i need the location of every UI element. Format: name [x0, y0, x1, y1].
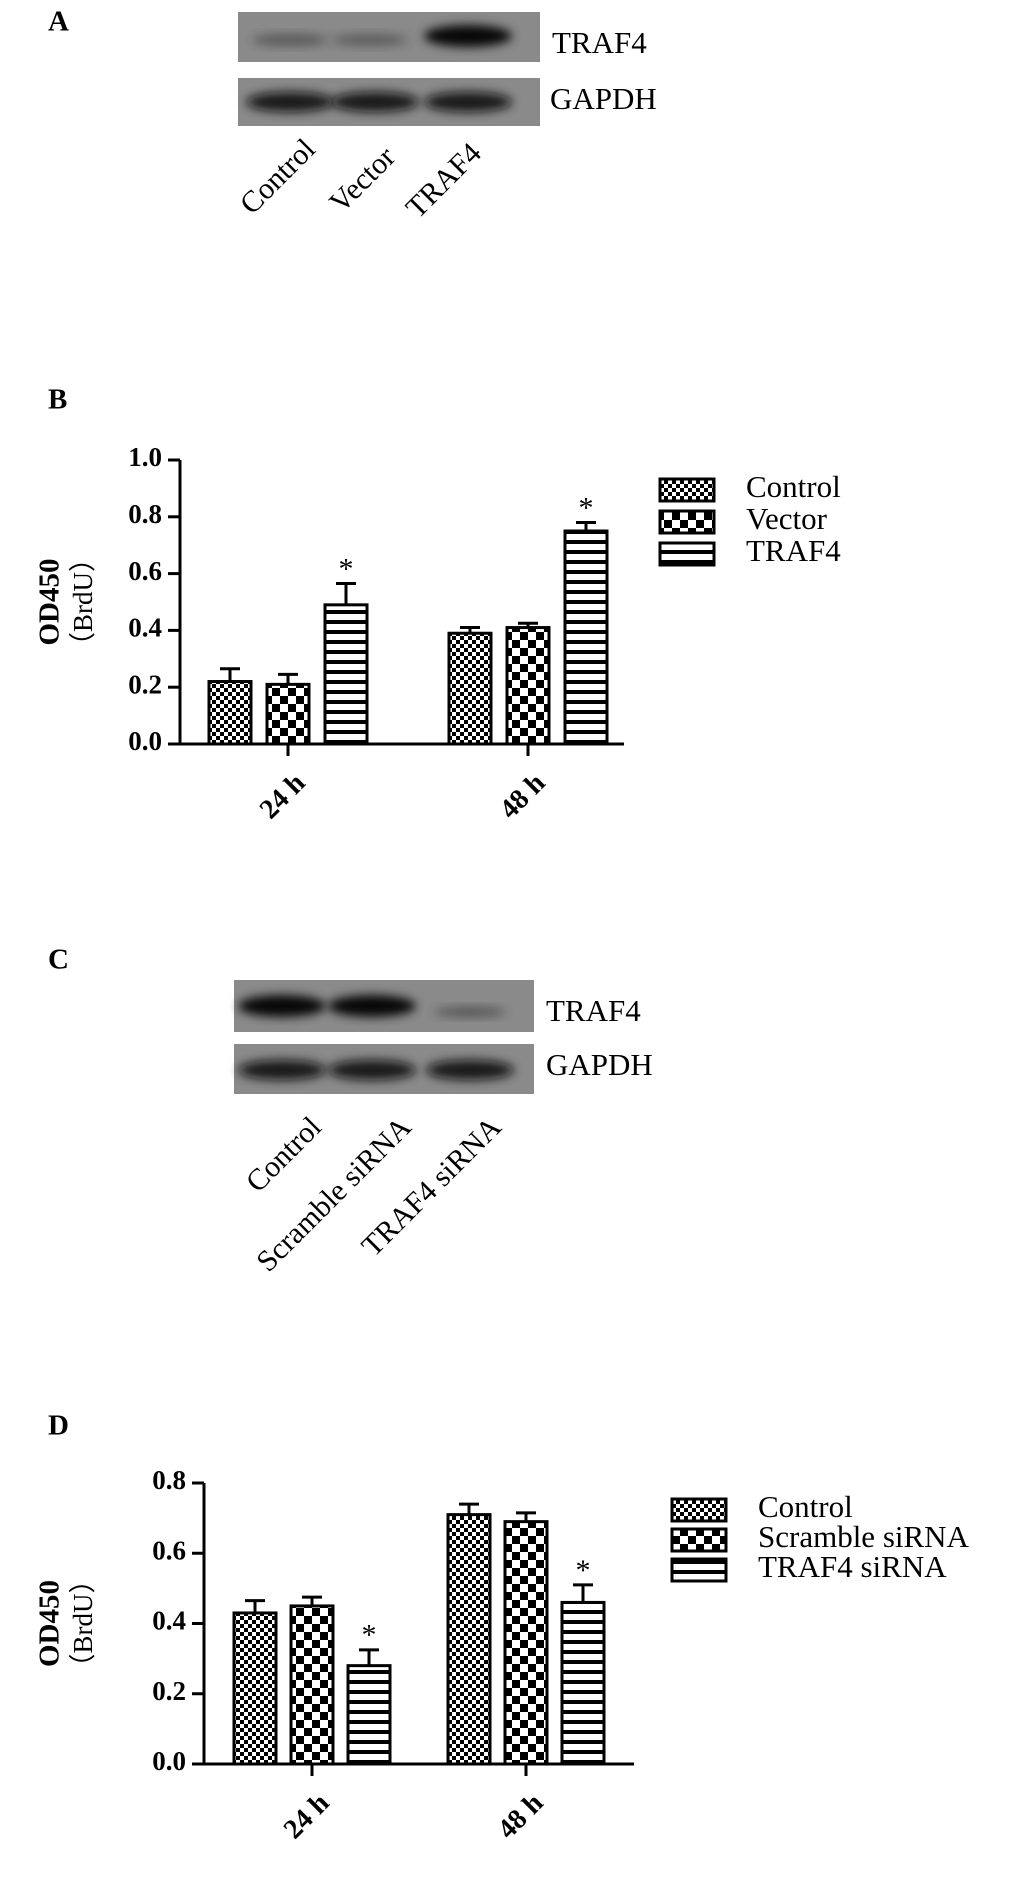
legend-label: Vector: [746, 501, 828, 536]
band: [328, 995, 416, 1017]
y-tick-label: 0.2: [152, 1676, 186, 1706]
band-label: TRAF4: [546, 993, 641, 1028]
panel-label: C: [48, 944, 69, 976]
y-tick-label: 0.0: [128, 726, 162, 756]
blot-c: C TRAF4 GAPDH Control Scramble siRNA TRA…: [48, 944, 653, 1279]
panel-label: A: [48, 6, 69, 38]
bar: [503, 1520, 549, 1766]
band: [331, 92, 419, 112]
bar: [560, 1600, 606, 1766]
x-tick-label: 24 h: [278, 1787, 336, 1845]
significance: *: [579, 491, 594, 524]
band: [238, 995, 326, 1017]
x-tick-label: 48 h: [492, 1787, 550, 1845]
y-tick-label: 0.0: [152, 1746, 186, 1776]
panel-label: B: [48, 384, 67, 416]
y-tick-label: 0.6: [128, 556, 162, 586]
band: [332, 34, 408, 46]
band: [424, 92, 512, 112]
bar: [447, 631, 493, 746]
bar: [346, 1664, 392, 1766]
band: [328, 1060, 416, 1080]
lane-label: Vector: [323, 140, 402, 219]
legend-label: Control: [758, 1489, 853, 1524]
blot-a: A TRAF4 GAPDH Control Vector TRAF4: [48, 6, 657, 225]
legend-label: TRAF4 siRNA: [758, 1549, 947, 1584]
y-tick-label: 0.8: [152, 1465, 186, 1495]
legend-label: Scramble siRNA: [758, 1519, 970, 1554]
lane-label: Control: [240, 1110, 328, 1198]
legend-swatch: [670, 1497, 728, 1523]
y-axis-label: OD450: [34, 559, 66, 646]
band: [426, 1060, 514, 1080]
y-tick-label: 0.4: [152, 1606, 186, 1636]
bar: [563, 529, 609, 746]
lane-label: Scramble siRNA: [250, 1110, 418, 1278]
bar: [265, 682, 311, 746]
y-tick-label: 0.2: [128, 669, 162, 699]
band-label: TRAF4: [552, 25, 647, 60]
legend-swatch: [658, 477, 716, 503]
band: [252, 34, 328, 46]
band-label: GAPDH: [550, 81, 657, 116]
y-axis-label: OD450: [34, 1580, 66, 1667]
legend-label: Control: [746, 469, 841, 504]
legend-swatch: [658, 509, 716, 535]
bar: [323, 603, 369, 746]
y-tick-label: 1.0: [128, 442, 162, 472]
band: [246, 92, 334, 112]
legend-swatch: [658, 541, 716, 567]
bar: [289, 1604, 335, 1766]
lane-label: TRAF4: [400, 136, 488, 224]
x-tick-label: 24 h: [254, 767, 312, 825]
band-label: GAPDH: [546, 1047, 653, 1082]
bar: [232, 1611, 278, 1766]
band: [424, 25, 512, 47]
x-tick-label: 48 h: [494, 767, 552, 825]
band: [434, 1007, 506, 1017]
y-tick-label: 0.6: [152, 1535, 186, 1565]
legend-label: TRAF4: [746, 533, 841, 568]
significance: *: [339, 552, 354, 585]
significance: *: [362, 1619, 377, 1652]
band: [238, 1060, 326, 1080]
bar: [207, 680, 253, 746]
bar: [505, 626, 551, 746]
y-axis-label: （BrdU）: [68, 1567, 98, 1681]
y-axis-label: （BrdU）: [68, 545, 98, 659]
y-tick-label: 0.8: [128, 499, 162, 529]
lane-label: Control: [234, 132, 322, 220]
legend-swatch: [670, 1557, 728, 1583]
significance: *: [576, 1554, 591, 1587]
panel-label: D: [48, 1410, 69, 1442]
y-tick-label: 0.4: [128, 613, 162, 643]
legend-swatch: [670, 1527, 728, 1553]
bar: [446, 1513, 492, 1766]
